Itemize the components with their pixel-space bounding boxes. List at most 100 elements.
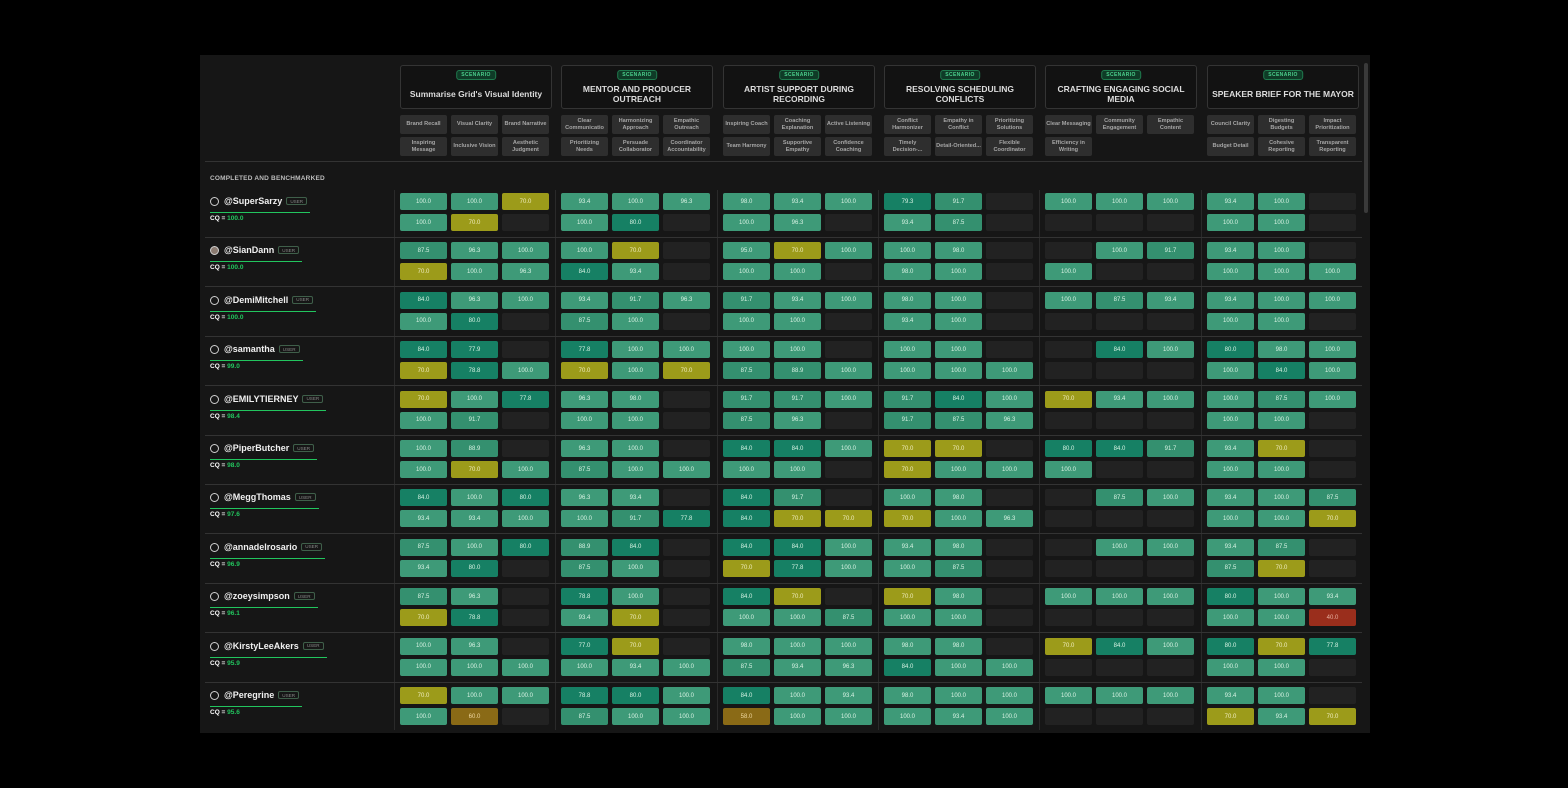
score-cell[interactable]: 100.0 xyxy=(1147,390,1194,408)
score-cell[interactable]: 100.0 xyxy=(774,263,821,281)
score-cell[interactable]: 88.9 xyxy=(451,440,498,457)
score-cell[interactable]: 100.0 xyxy=(723,312,770,330)
score-cell[interactable] xyxy=(502,341,549,359)
score-cell[interactable]: 100.0 xyxy=(825,242,872,260)
score-cell[interactable]: 100.0 xyxy=(561,242,608,260)
score-cell[interactable] xyxy=(1147,263,1194,281)
score-cell[interactable] xyxy=(1045,341,1092,359)
score-cell[interactable]: 70.0 xyxy=(1045,637,1092,655)
score-cell[interactable]: 100.0 xyxy=(1207,658,1254,676)
score-cell[interactable]: 87.5 xyxy=(1258,390,1305,408)
score-cell[interactable] xyxy=(986,588,1033,606)
score-cell[interactable]: 100.0 xyxy=(1207,362,1254,380)
score-cell[interactable]: 100.0 xyxy=(400,461,447,478)
score-cell[interactable] xyxy=(986,637,1033,655)
score-cell[interactable]: 100.0 xyxy=(774,461,821,478)
score-cell[interactable]: 93.4 xyxy=(400,559,447,577)
score-cell[interactable]: 87.5 xyxy=(400,242,447,260)
score-cell[interactable]: 100.0 xyxy=(1309,341,1356,359)
score-cell[interactable]: 80.0 xyxy=(1207,637,1254,655)
score-cell[interactable]: 96.3 xyxy=(663,291,710,309)
score-cell[interactable] xyxy=(663,538,710,556)
score-cell[interactable]: 100.0 xyxy=(612,362,659,380)
score-cell[interactable]: 70.0 xyxy=(1309,510,1356,528)
score-cell[interactable]: 100.0 xyxy=(825,193,872,210)
score-cell[interactable]: 70.0 xyxy=(884,461,931,478)
user-entry[interactable]: @PiperButcher USER CQ = 98.0 xyxy=(210,443,390,483)
score-cell[interactable]: 70.0 xyxy=(1309,708,1356,725)
score-cell[interactable] xyxy=(1045,658,1092,676)
score-cell[interactable]: 96.3 xyxy=(986,411,1033,429)
score-cell[interactable]: 84.0 xyxy=(400,489,447,507)
username-link[interactable]: @samantha xyxy=(224,344,275,355)
score-cell[interactable]: 100.0 xyxy=(774,341,821,359)
score-cell[interactable]: 93.4 xyxy=(1207,242,1254,260)
score-cell[interactable]: 84.0 xyxy=(1096,637,1143,655)
score-cell[interactable]: 100.0 xyxy=(884,609,931,627)
score-cell[interactable]: 100.0 xyxy=(400,312,447,330)
score-cell[interactable]: 93.4 xyxy=(1147,291,1194,309)
score-cell[interactable]: 77.8 xyxy=(663,510,710,528)
score-cell[interactable]: 100.0 xyxy=(1258,510,1305,528)
score-cell[interactable]: 84.0 xyxy=(723,440,770,457)
score-cell[interactable]: 100.0 xyxy=(723,609,770,627)
score-cell[interactable]: 95.0 xyxy=(723,242,770,260)
score-cell[interactable]: 100.0 xyxy=(612,461,659,478)
score-cell[interactable]: 93.4 xyxy=(561,291,608,309)
user-entry[interactable]: @SuperSarzy USER CQ = 100.0 xyxy=(210,196,390,236)
score-cell[interactable]: 77.8 xyxy=(1309,637,1356,655)
score-cell[interactable]: 100.0 xyxy=(400,214,447,231)
score-cell[interactable]: 91.7 xyxy=(451,411,498,429)
score-cell[interactable]: 100.0 xyxy=(1309,263,1356,281)
score-cell[interactable]: 100.0 xyxy=(774,609,821,627)
user-entry[interactable]: @KirstyLeeAkers USER CQ = 95.9 xyxy=(210,641,390,681)
score-cell[interactable]: 96.3 xyxy=(825,658,872,676)
score-cell[interactable]: 93.4 xyxy=(1207,193,1254,210)
score-cell[interactable]: 87.5 xyxy=(935,214,982,231)
score-cell[interactable]: 100.0 xyxy=(884,489,931,507)
score-cell[interactable] xyxy=(986,312,1033,330)
score-cell[interactable]: 84.0 xyxy=(723,510,770,528)
score-cell[interactable]: 70.0 xyxy=(774,510,821,528)
score-cell[interactable]: 100.0 xyxy=(723,341,770,359)
score-cell[interactable]: 100.0 xyxy=(1096,687,1143,704)
score-cell[interactable]: 93.4 xyxy=(561,193,608,210)
score-cell[interactable]: 100.0 xyxy=(663,708,710,725)
score-cell[interactable]: 100.0 xyxy=(1258,242,1305,260)
score-cell[interactable]: 100.0 xyxy=(663,687,710,704)
score-cell[interactable] xyxy=(1045,559,1092,577)
score-cell[interactable]: 84.0 xyxy=(723,687,770,704)
score-cell[interactable]: 70.0 xyxy=(400,390,447,408)
score-cell[interactable]: 77.8 xyxy=(502,390,549,408)
score-cell[interactable]: 100.0 xyxy=(1147,489,1194,507)
score-cell[interactable]: 70.0 xyxy=(723,559,770,577)
score-cell[interactable] xyxy=(1147,510,1194,528)
score-cell[interactable]: 70.0 xyxy=(663,362,710,380)
score-cell[interactable]: 100.0 xyxy=(561,214,608,231)
score-cell[interactable] xyxy=(1309,687,1356,704)
score-cell[interactable]: 100.0 xyxy=(1207,461,1254,478)
score-cell[interactable]: 93.4 xyxy=(774,193,821,210)
score-cell[interactable]: 100.0 xyxy=(612,708,659,725)
score-cell[interactable]: 100.0 xyxy=(1147,588,1194,606)
score-cell[interactable]: 70.0 xyxy=(612,242,659,260)
score-cell[interactable] xyxy=(1045,510,1092,528)
score-cell[interactable]: 87.5 xyxy=(1096,489,1143,507)
score-cell[interactable]: 87.5 xyxy=(561,461,608,478)
score-cell[interactable]: 100.0 xyxy=(774,708,821,725)
score-cell[interactable] xyxy=(1147,312,1194,330)
score-cell[interactable]: 88.9 xyxy=(561,538,608,556)
score-cell[interactable]: 70.0 xyxy=(612,609,659,627)
score-cell[interactable]: 98.0 xyxy=(935,538,982,556)
score-cell[interactable]: 80.0 xyxy=(612,687,659,704)
score-cell[interactable] xyxy=(1309,214,1356,231)
score-cell[interactable]: 93.4 xyxy=(400,510,447,528)
score-cell[interactable]: 96.3 xyxy=(561,390,608,408)
score-cell[interactable] xyxy=(1147,708,1194,725)
score-cell[interactable] xyxy=(663,440,710,457)
score-cell[interactable] xyxy=(1045,362,1092,380)
score-cell[interactable]: 80.0 xyxy=(1207,588,1254,606)
score-cell[interactable]: 100.0 xyxy=(1147,637,1194,655)
score-cell[interactable]: 100.0 xyxy=(612,588,659,606)
score-cell[interactable]: 87.5 xyxy=(561,708,608,725)
